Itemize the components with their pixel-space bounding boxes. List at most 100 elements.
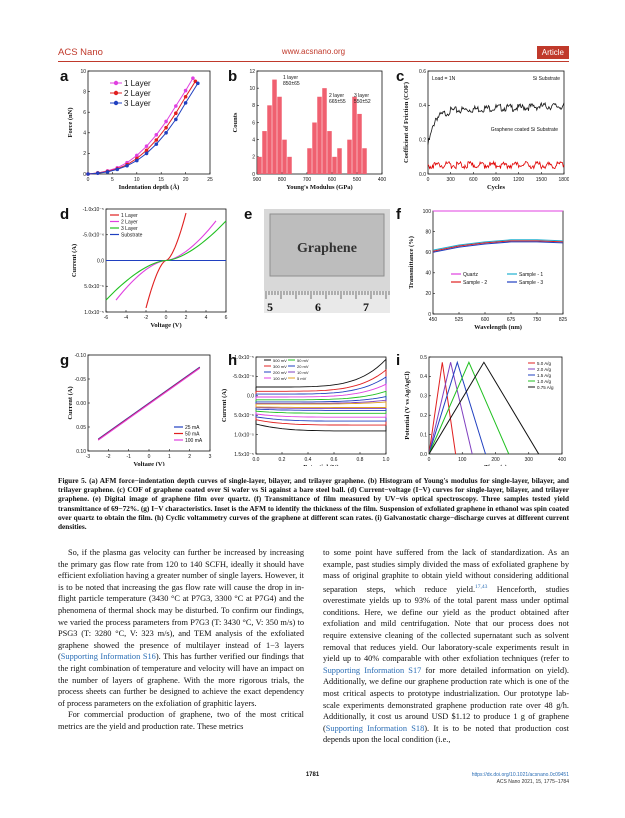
- x-tick-label-g: -1: [126, 454, 131, 460]
- doi-link[interactable]: https://dx.doi.org/10.1021/acsnano.0c094…: [471, 772, 569, 778]
- panel-letter-h: h: [228, 352, 237, 369]
- y-tick-label-f: 80: [425, 229, 431, 235]
- y-tick-label-b: 2: [252, 155, 255, 161]
- photo-label: Graphene: [297, 241, 357, 256]
- legend-label-f: Quartz: [463, 272, 479, 278]
- y-tick-label-b: 0: [252, 172, 255, 178]
- y-tick-label-a: 0: [83, 172, 86, 178]
- histogram-bar: [327, 131, 332, 174]
- x-tick-label-h: 0.2: [279, 457, 286, 463]
- y-tick-label-d: -5.0x10⁻⁶: [83, 233, 104, 239]
- legend-label-i: 1.5 A/g: [537, 373, 552, 378]
- x-tick-label-c: 1200: [513, 177, 524, 183]
- x-tick-label-b: 700: [303, 177, 312, 183]
- data-point-a: [193, 79, 198, 84]
- x-tick-label-i: 100: [458, 457, 467, 463]
- legend-g-label: 100 mA: [185, 438, 203, 444]
- panel-letter-c: c: [396, 68, 404, 85]
- gcd-curve: [428, 361, 510, 455]
- y-tick-label-d: 0.0: [97, 258, 104, 264]
- histogram-bar: [267, 105, 272, 174]
- y-tick-label-b: 6: [252, 120, 255, 126]
- page-footer: 1781 https://dx.doi.org/10.1021/acsnano.…: [0, 772, 625, 792]
- y-tick-label-g: 0.00: [76, 401, 86, 407]
- page-header: ACS Nano www.acsnano.org Article: [58, 46, 569, 60]
- data-point-a: [135, 153, 139, 158]
- x-axis-label-f: Wavelength (nm): [474, 324, 522, 331]
- histogram-bar: [282, 139, 287, 174]
- histogram-bar: [287, 156, 292, 174]
- series-line-c: [427, 160, 565, 170]
- cv-curve: [255, 390, 387, 414]
- legend-label-a: 3 Layer: [124, 99, 151, 108]
- data-point-a: [183, 94, 188, 99]
- x-axis-label-b: Young's Modulus (GPa): [286, 184, 352, 191]
- data-point-a: [154, 138, 159, 142]
- histogram-bar: [277, 96, 282, 174]
- citation-ref[interactable]: 17,43: [475, 583, 488, 590]
- panel-letter-d: d: [60, 206, 69, 223]
- x-tick-label-a: 5: [111, 177, 114, 183]
- x-tick-label-f: 750: [533, 317, 542, 323]
- histogram-bar: [272, 79, 277, 174]
- y-axis-label-a: Force (nN): [67, 107, 74, 137]
- doi-block: https://dx.doi.org/10.1021/acsnano.0c094…: [472, 772, 569, 786]
- x-tick-label-h: 0.8: [357, 457, 364, 463]
- x-tick-label-g: -3: [86, 454, 91, 460]
- data-point-a: [183, 88, 188, 93]
- histogram-bar: [347, 139, 352, 174]
- paragraph: So, if the plasma gas velocity can furth…: [58, 548, 304, 708]
- data-point-a: [86, 172, 90, 176]
- supporting-info-link[interactable]: Supporting Information S17: [323, 665, 422, 675]
- y-tick-label-h: -5.0x10⁻⁶: [233, 374, 254, 380]
- x-tick-label-d: 4: [205, 315, 208, 321]
- x-tick-label-f: 675: [507, 317, 516, 323]
- data-point-a: [154, 142, 159, 146]
- supporting-info-link[interactable]: Supporting Information S18: [325, 723, 425, 733]
- annotation-c: Graphene coated Si Substrate: [491, 127, 558, 133]
- series-line-c: [427, 101, 565, 145]
- x-tick-label-a: 25: [207, 177, 213, 183]
- annotation-c: Load = 1N: [432, 76, 456, 82]
- histogram-bar: [312, 122, 317, 174]
- series-line-d: [105, 220, 227, 301]
- x-axis-label-i: Time (s): [484, 464, 507, 466]
- y-tick-label-f: 100: [423, 209, 432, 215]
- paragraph: to some point have suffered from the lac…: [323, 548, 569, 745]
- panel-letter-f: f: [396, 206, 402, 223]
- y-tick-label-c: 0.4: [419, 103, 426, 109]
- y-tick-label-f: 20: [425, 291, 431, 297]
- series-line-g: [97, 367, 201, 441]
- data-point-a: [164, 131, 168, 135]
- legend-label-f: Sample - 3: [519, 280, 543, 286]
- legend-label-i: 5.0 A/g: [537, 361, 552, 366]
- data-point-a: [191, 76, 195, 81]
- data-point-a: [115, 167, 120, 172]
- x-tick-label-d: 0: [165, 315, 168, 321]
- cv-curve: [255, 399, 387, 409]
- panel-letter-b: b: [228, 68, 237, 85]
- y-tick-label-c: 0.0: [419, 172, 426, 178]
- supporting-info-link[interactable]: Supporting Information S16: [60, 652, 156, 662]
- x-tick-label-f: 450: [429, 317, 438, 323]
- x-tick-label-d: -6: [104, 315, 109, 321]
- series-line-f: [432, 240, 564, 252]
- x-tick-label-g: 2: [188, 454, 191, 460]
- legend-d-label: 1 Layer: [121, 213, 138, 219]
- y-tick-label-i: 0.0: [420, 452, 427, 458]
- histogram-bar: [257, 156, 262, 174]
- x-tick-label-g: 1: [168, 454, 171, 460]
- histogram-bar: [322, 88, 327, 174]
- histogram-bar: [357, 113, 362, 174]
- x-tick-label-f: 825: [559, 317, 568, 323]
- legend-label-h: 500 mV: [273, 358, 287, 363]
- journal-url[interactable]: www.acsnano.org: [281, 47, 346, 56]
- y-tick-label-h: 1.0x10⁻⁵: [234, 432, 254, 438]
- x-tick-label-b: 400: [378, 177, 387, 183]
- x-tick-label-d: 6: [225, 315, 228, 321]
- x-tick-label-h: 0.0: [253, 457, 260, 463]
- x-tick-label-c: 600: [469, 177, 478, 183]
- x-tick-label-a: 15: [158, 177, 164, 183]
- annotation-b: 550±52: [354, 99, 371, 105]
- data-point-a: [105, 170, 110, 174]
